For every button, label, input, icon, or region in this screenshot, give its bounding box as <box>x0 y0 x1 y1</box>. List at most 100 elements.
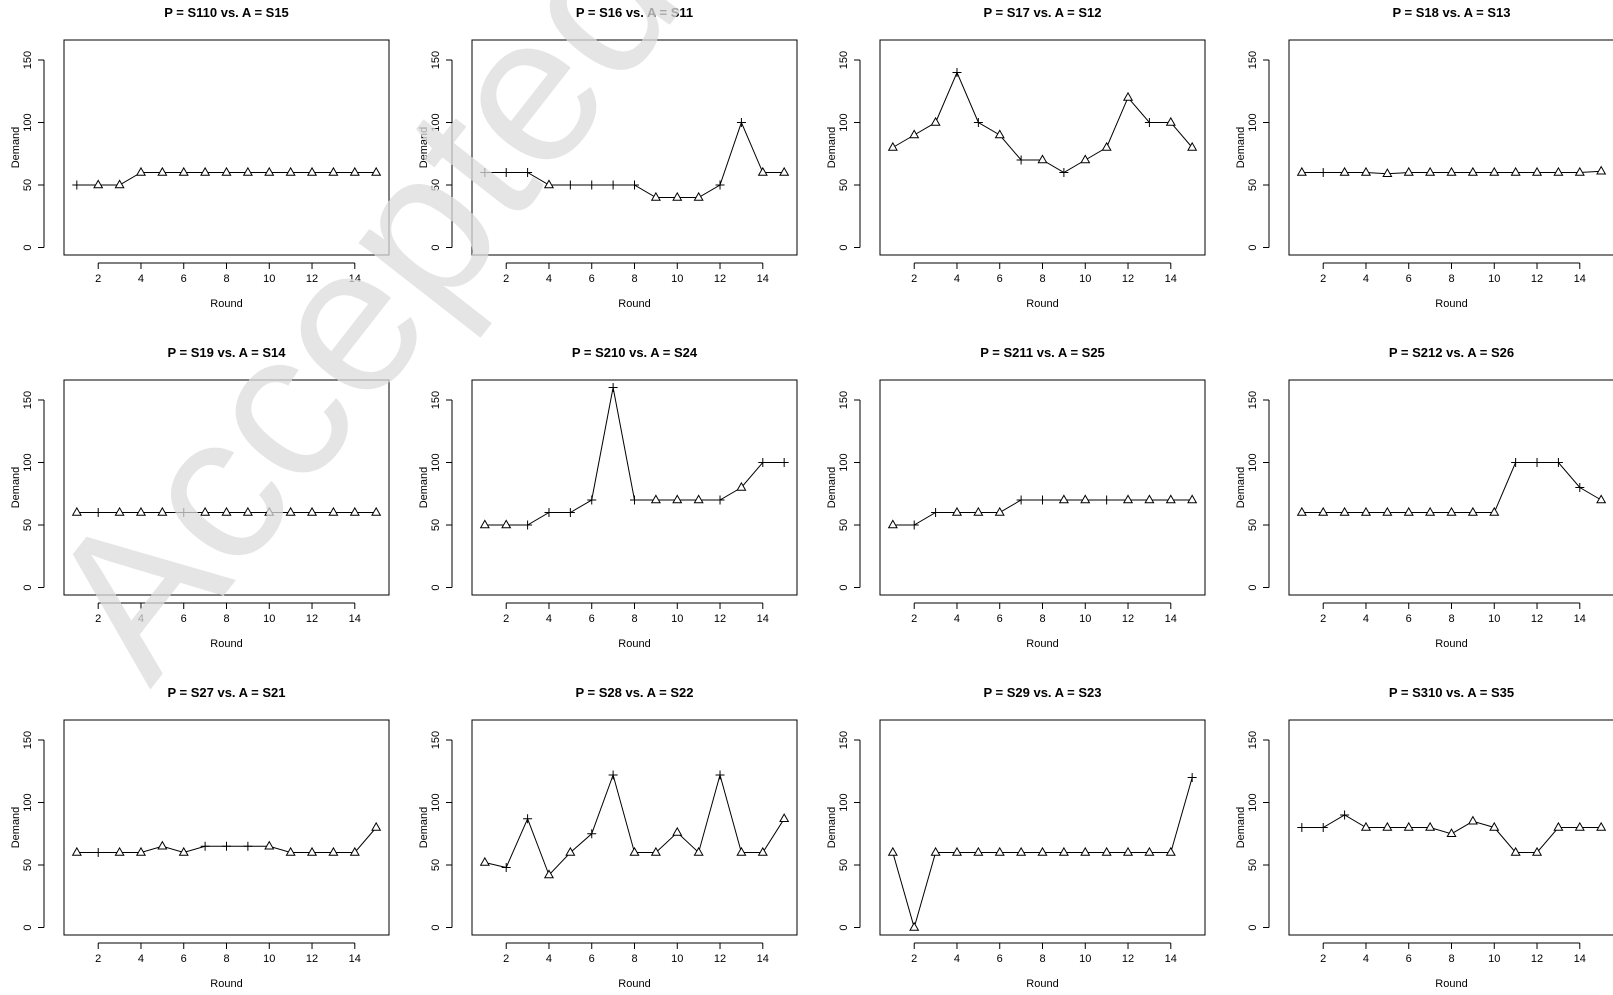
data-point-triangle <box>93 179 104 189</box>
data-point-triangle <box>157 840 168 850</box>
data-point-plus <box>1016 155 1026 165</box>
data-point-triangle <box>650 846 661 856</box>
x-tick-label: 6 <box>997 953 1003 965</box>
data-point-triangle <box>221 166 232 176</box>
x-tick-label: 10 <box>671 273 683 285</box>
series-line <box>1301 462 1602 513</box>
x-tick-label: 6 <box>589 613 595 625</box>
y-tick-label: 0 <box>430 584 442 590</box>
y-axis-label: Demand <box>1235 807 1247 849</box>
data-point-plus <box>523 520 533 530</box>
y-tick-label: 150 <box>1247 391 1259 409</box>
x-tick-label: 10 <box>263 613 275 625</box>
data-point-triangle <box>1360 821 1372 831</box>
data-point-plus <box>1318 823 1328 832</box>
y-tick-label: 50 <box>1247 519 1259 531</box>
data-point-plus <box>1532 458 1542 467</box>
x-tick-label: 4 <box>954 613 960 625</box>
plot-frame <box>63 719 390 936</box>
data-point-triangle <box>71 506 82 516</box>
x-tick-label: 10 <box>1079 953 1091 965</box>
data-point-triangle <box>1382 821 1393 831</box>
y-axis-label: Demand <box>1235 127 1247 169</box>
data-point-triangle <box>693 846 704 856</box>
data-point-triangle <box>887 519 898 529</box>
data-point-triangle <box>565 846 576 856</box>
chart-panel-1: P = S110 vs. A = S15 2 4 6 8 10 12 14 0 50 100 150 R… <box>10 5 390 310</box>
data-point-triangle <box>1101 846 1112 856</box>
x-tick-label: 10 <box>263 953 275 965</box>
y-tick-label: 150 <box>430 51 442 69</box>
x-tick-label: 10 <box>671 613 683 625</box>
x-tick-label: 6 <box>1406 953 1412 965</box>
data-point-triangle <box>973 506 984 516</box>
data-point-triangle <box>1080 494 1091 504</box>
y-tick-label: 50 <box>430 519 442 531</box>
x-tick-label: 14 <box>349 953 361 965</box>
y-tick-label: 50 <box>1247 179 1259 191</box>
y-axis-label: Demand <box>1235 467 1247 509</box>
data-point-triangle <box>1165 116 1176 126</box>
data-point-plus <box>72 180 82 190</box>
data-point-triangle <box>328 846 339 856</box>
x-axis-label: Round <box>618 978 650 990</box>
data-point-triangle <box>1016 846 1027 856</box>
data-point-triangle <box>1553 821 1564 831</box>
chart-title: P = S27 vs. A = S21 <box>167 685 285 700</box>
data-point-triangle <box>1144 846 1155 856</box>
data-point-triangle <box>1187 141 1198 151</box>
x-tick-label: 6 <box>181 613 187 625</box>
data-point-triangle <box>285 166 296 176</box>
x-tick-label: 12 <box>714 613 726 625</box>
x-tick-label: 2 <box>503 273 509 285</box>
y-tick-label: 150 <box>430 731 442 749</box>
data-point-triangle <box>200 166 211 176</box>
x-tick-label: 8 <box>223 953 229 965</box>
x-tick-label: 8 <box>223 613 229 625</box>
data-point-triangle <box>909 921 920 931</box>
data-point-plus <box>480 168 490 177</box>
chart-panel-8: P = S212 vs. A = S26 2 4 6 8 10 12 14 0 50 100 150 R… <box>1235 345 1613 650</box>
data-point-triangle <box>672 826 683 836</box>
data-point-triangle <box>178 166 189 176</box>
data-point-triangle <box>349 506 360 516</box>
data-point-triangle <box>1403 506 1414 516</box>
data-point-plus <box>1144 118 1154 127</box>
data-point-triangle <box>930 116 941 126</box>
x-tick-label: 4 <box>1363 273 1369 285</box>
data-point-plus <box>179 508 189 517</box>
x-tick-label: 12 <box>306 953 318 965</box>
data-point-triangle <box>1574 821 1585 831</box>
data-point-plus <box>1575 483 1585 492</box>
data-point-plus <box>222 841 231 851</box>
data-point-triangle <box>1596 821 1607 831</box>
x-axis-label: Round <box>1435 298 1467 310</box>
data-point-triangle <box>909 129 920 139</box>
y-axis-label: Demand <box>826 127 838 169</box>
y-tick-label: 100 <box>430 113 442 131</box>
data-point-triangle <box>1446 166 1457 176</box>
data-point-triangle <box>371 821 382 831</box>
data-point-triangle <box>1425 166 1436 176</box>
x-tick-label: 14 <box>757 273 769 285</box>
y-axis-label: Demand <box>418 807 430 849</box>
x-tick-label: 6 <box>1406 613 1412 625</box>
data-point-triangle <box>672 191 683 201</box>
data-point-triangle <box>221 506 232 516</box>
data-point-triangle <box>1058 846 1069 856</box>
data-point-triangle <box>1467 166 1478 176</box>
data-point-triangle <box>629 846 640 856</box>
data-point-triangle <box>1382 168 1393 178</box>
data-point-triangle <box>1531 846 1543 856</box>
data-point-plus <box>758 458 768 467</box>
y-tick-label: 0 <box>430 244 442 250</box>
data-point-plus <box>1297 823 1307 832</box>
data-point-triangle <box>994 129 1005 139</box>
data-point-triangle <box>1596 494 1607 504</box>
x-tick-label: 8 <box>1039 273 1045 285</box>
data-point-triangle <box>1446 506 1457 516</box>
y-tick-label: 100 <box>838 793 850 811</box>
data-point-triangle <box>779 813 790 823</box>
data-point-triangle <box>951 506 963 516</box>
